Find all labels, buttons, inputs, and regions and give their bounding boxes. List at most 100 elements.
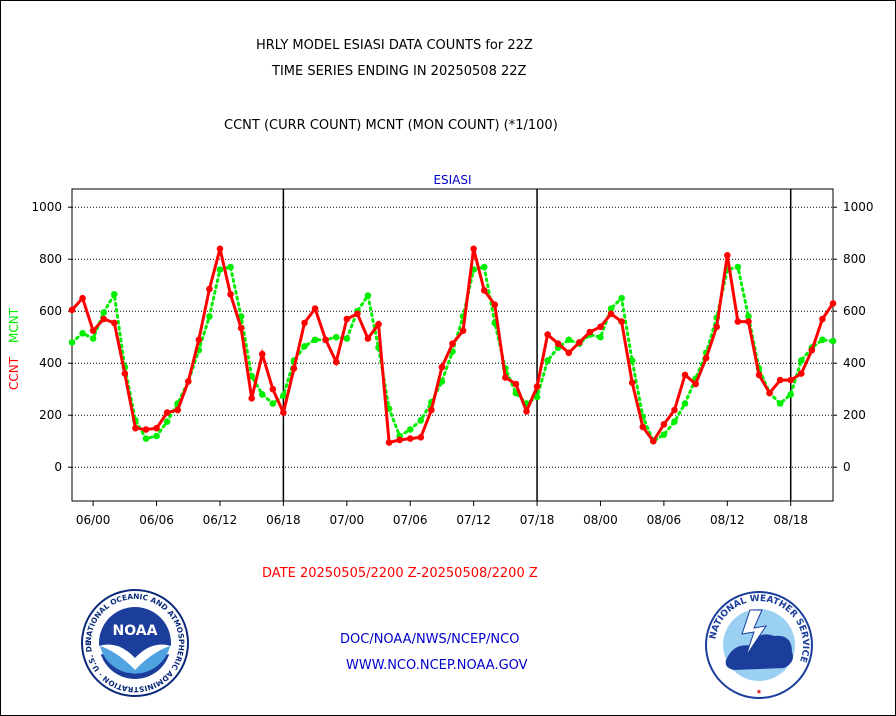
data-point-ccnt — [459, 327, 467, 335]
data-point-ccnt — [311, 305, 319, 312]
data-point-mcnt — [417, 417, 425, 424]
data-point-mcnt — [544, 357, 551, 364]
data-point-mcnt — [163, 418, 171, 426]
data-point-mcnt — [565, 336, 573, 344]
data-point-mcnt — [829, 337, 837, 345]
data-point-ccnt — [502, 374, 509, 381]
x-tick-label: 07/18 — [520, 513, 555, 527]
data-point-mcnt — [660, 431, 668, 439]
x-tick-label: 08/00 — [583, 513, 618, 527]
data-point-ccnt — [385, 439, 393, 446]
x-tick-label: 06/06 — [139, 513, 174, 527]
data-point-mcnt — [206, 313, 213, 320]
y-tick-label-right: 0 — [843, 460, 851, 474]
y-tick-label-right: 600 — [843, 304, 866, 318]
url-line: WWW.NCO.NCEP.NOAA.GOV — [346, 658, 528, 673]
data-point-ccnt — [89, 327, 97, 335]
data-point-mcnt — [734, 263, 742, 271]
data-point-ccnt — [132, 424, 139, 432]
x-tick-label: 06/12 — [203, 513, 238, 527]
data-point-ccnt — [787, 376, 795, 384]
data-point-mcnt — [776, 400, 784, 407]
data-point-mcnt — [227, 263, 234, 271]
data-point-mcnt — [100, 309, 108, 316]
data-point-mcnt — [745, 313, 752, 320]
data-point-ccnt — [153, 424, 160, 432]
chart-title: ESIASI — [433, 173, 471, 187]
data-point-ccnt — [702, 354, 710, 362]
data-point-ccnt — [195, 336, 203, 344]
data-point-ccnt — [797, 370, 805, 377]
data-point-ccnt — [206, 285, 213, 293]
noaa-logo: NATIONAL OCEANIC AND ATMOSPHERIC ADMINIS… — [80, 588, 189, 697]
x-tick-label: 08/18 — [773, 513, 808, 527]
data-point-mcnt — [301, 343, 308, 350]
y-tick-label-left: 800 — [39, 252, 62, 266]
data-point-ccnt — [776, 376, 784, 384]
data-point-mcnt — [89, 335, 97, 342]
y-tick-label-left: 1000 — [31, 200, 62, 214]
data-point-ccnt — [639, 423, 647, 431]
data-point-ccnt — [660, 421, 668, 428]
data-point-ccnt — [480, 287, 488, 294]
data-point-ccnt — [671, 406, 678, 414]
y-tick-label-right: 200 — [843, 408, 866, 422]
subtitle: CCNT (CURR COUNT) MCNT (MON COUNT) (*1/1… — [224, 118, 558, 133]
noaa-center-text: NOAA — [113, 623, 158, 639]
data-point-ccnt — [533, 383, 541, 390]
data-point-ccnt — [121, 370, 129, 377]
y-tick-label-left: 200 — [39, 408, 62, 422]
data-point-ccnt — [628, 379, 636, 387]
data-point-ccnt — [607, 310, 615, 318]
data-point-ccnt — [745, 318, 752, 325]
data-point-mcnt — [216, 266, 224, 273]
data-point-ccnt — [110, 319, 118, 327]
data-point-ccnt — [449, 340, 456, 348]
data-point-ccnt — [364, 335, 372, 342]
data-point-mcnt — [597, 333, 604, 341]
data-point-ccnt — [184, 378, 192, 385]
data-point-ccnt — [554, 340, 562, 348]
data-point-mcnt — [280, 392, 287, 400]
data-point-ccnt — [343, 315, 351, 323]
x-tick-label: 07/06 — [393, 513, 428, 527]
data-point-ccnt — [438, 363, 446, 371]
data-point-mcnt — [79, 330, 86, 337]
data-point-mcnt — [681, 400, 689, 407]
nws-logo: NATIONAL WEATHER SERVICE ★ — [705, 591, 813, 699]
data-point-mcnt — [364, 292, 372, 299]
data-point-ccnt — [829, 300, 837, 307]
data-point-ccnt — [301, 319, 308, 327]
data-point-ccnt — [724, 252, 731, 259]
x-tick-label: 08/06 — [647, 513, 682, 527]
data-point-ccnt — [597, 323, 604, 331]
data-point-ccnt — [290, 365, 298, 372]
data-point-mcnt — [533, 393, 541, 401]
data-point-ccnt — [406, 435, 414, 442]
data-point-ccnt — [237, 324, 245, 332]
data-point-ccnt — [428, 406, 435, 414]
data-point-ccnt — [713, 323, 721, 331]
data-point-mcnt — [607, 305, 615, 312]
x-tick-label: 06/18 — [266, 513, 301, 527]
data-point-ccnt — [650, 437, 657, 445]
data-point-ccnt — [354, 310, 361, 318]
data-point-ccnt — [100, 315, 108, 323]
data-point-ccnt — [269, 385, 277, 393]
y-axis-label-mcnt: MCNT — [7, 307, 21, 343]
x-tick-label: 07/00 — [330, 513, 365, 527]
data-point-mcnt — [797, 357, 805, 364]
data-point-ccnt — [755, 371, 763, 379]
x-tick-label: 07/12 — [456, 513, 491, 527]
data-point-mcnt — [343, 335, 351, 342]
data-point-ccnt — [491, 301, 499, 309]
data-point-ccnt — [332, 358, 340, 366]
data-point-mcnt — [269, 400, 277, 407]
data-point-ccnt — [692, 380, 699, 388]
data-point-ccnt — [258, 350, 266, 358]
data-point-mcnt — [153, 432, 160, 440]
data-point-ccnt — [163, 409, 171, 416]
star-icon: ★ — [756, 686, 762, 697]
y-tick-label-left: 600 — [39, 304, 62, 318]
